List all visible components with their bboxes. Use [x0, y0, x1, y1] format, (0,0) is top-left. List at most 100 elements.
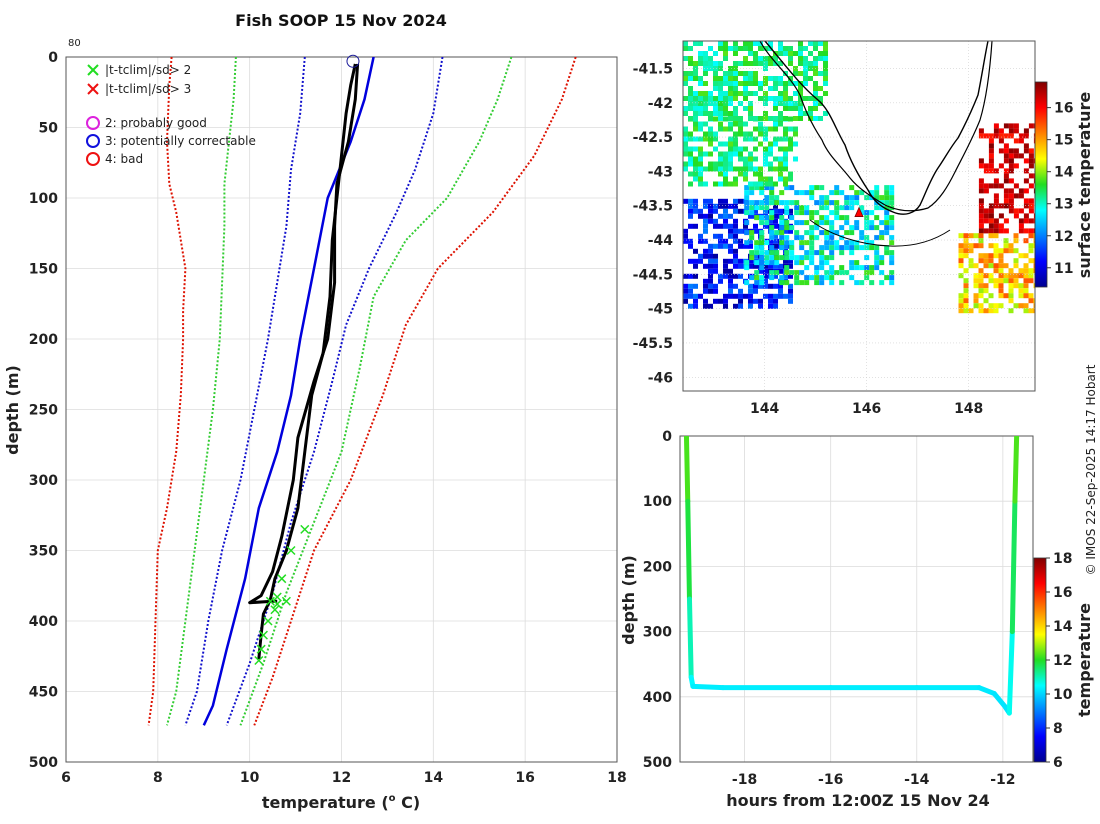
map-sst-cell: [1023, 213, 1029, 219]
map-sst-cell: [738, 293, 743, 299]
map-sst-cell: [844, 205, 850, 211]
map-sst-cell: [844, 200, 850, 206]
map-sst-cell: [769, 225, 775, 231]
map-sst-cell: [1013, 263, 1019, 269]
legend-label: 4: bad: [105, 152, 143, 166]
legend-label: |t-tclim|/sd> 2: [105, 63, 191, 77]
map-sst-cell: [738, 238, 743, 244]
profile-flag-x-marker: [258, 630, 268, 640]
map-sst-cell: [723, 303, 728, 309]
map-sst-cell: [703, 61, 708, 66]
map-sst-cell: [768, 141, 773, 147]
map-sst-cell: [748, 258, 753, 264]
map-sst-cell: [748, 181, 753, 187]
map-sst-cell: [1028, 268, 1034, 274]
map-sst-cell: [808, 111, 813, 116]
map-sst-cell: [713, 51, 718, 56]
map-sst-cell: [708, 46, 713, 51]
map-sst-cell: [723, 223, 728, 229]
map-sst-cell: [973, 298, 979, 304]
map-sst-cell: [738, 303, 743, 309]
map-sst-cell: [744, 195, 750, 201]
map-sst-cell: [703, 278, 708, 284]
map-sst-cell: [698, 41, 703, 46]
map-sst-cell: [688, 146, 693, 152]
map-sst-cell: [683, 228, 688, 234]
map-sst-cell: [773, 293, 778, 299]
map-sst-cell: [849, 240, 855, 246]
map-sst-cell: [743, 121, 748, 127]
map-sst-cell: [743, 223, 748, 229]
map-sst-cell: [988, 153, 994, 159]
map-sst-cell: [688, 293, 693, 299]
map-sst-cell: [1003, 263, 1009, 269]
map-sst-cell: [779, 190, 785, 196]
map-sst-cell: [978, 288, 984, 294]
map-sst-cell: [869, 225, 875, 231]
map-sst-cell: [683, 141, 688, 147]
map-sst-cell: [733, 176, 738, 182]
map-sst-cell: [1033, 123, 1035, 129]
map-sst-cell: [788, 136, 793, 142]
map-sst-cell: [774, 200, 780, 206]
map-sst-cell: [733, 233, 738, 239]
map-sst-cell: [698, 253, 703, 259]
map-sst-cell: [789, 255, 795, 261]
map-sst-cell: [1018, 218, 1024, 224]
map-sst-cell: [813, 81, 818, 86]
map-sst-cell: [773, 303, 778, 309]
map-sst-cell: [983, 298, 989, 304]
map-sst-cell: [819, 250, 825, 256]
map-sst-cell: [824, 255, 830, 261]
map-sst-cell: [773, 273, 778, 279]
map-sst-cell: [754, 240, 760, 246]
map-sst-cell: [778, 136, 783, 142]
map-sst-cell: [688, 283, 693, 289]
map-sst-cell: [698, 238, 703, 244]
map-sst-cell: [844, 240, 850, 246]
map-sst-cell: [743, 81, 748, 86]
map-sst-cell: [708, 111, 713, 116]
map-sst-cell: [748, 293, 753, 299]
map-sst-cell: [824, 195, 830, 201]
map-sst-cell: [798, 71, 803, 76]
map-sst-cell: [988, 233, 994, 239]
map-sst-cell: [778, 76, 783, 81]
map-sst-cell: [798, 101, 803, 106]
map-sst-cell: [834, 205, 840, 211]
map-sst-cell: [983, 133, 989, 139]
map-sst-cell: [793, 116, 798, 121]
map-sst-cell: [1023, 288, 1029, 294]
map-sst-cell: [784, 205, 790, 211]
map-sst-cell: [768, 303, 773, 309]
map-sst-cell: [779, 230, 785, 236]
map-sst-cell: [998, 278, 1004, 284]
map-sst-cell: [743, 86, 748, 91]
map-sst-cell: [703, 198, 708, 204]
map-sst-cell: [808, 61, 813, 66]
map-sst-cell: [804, 255, 810, 261]
map-sst-cell: [723, 96, 728, 101]
map-sst-cell: [813, 86, 818, 91]
map-sst-cell: [824, 235, 830, 241]
map-sst-cell: [738, 198, 743, 204]
legend-circle-marker: [86, 134, 100, 148]
map-sst-cell: [733, 151, 738, 157]
map-sst-cell: [793, 66, 798, 71]
map-sst-cell: [978, 213, 984, 219]
map-sst-cell: [818, 51, 823, 56]
map-sst-cell: [758, 268, 763, 274]
map-sst-cell: [1008, 308, 1014, 314]
map-sst-cell: [823, 51, 828, 56]
map-sst-cell: [1013, 238, 1019, 244]
map-sst-cell: [958, 243, 964, 249]
map-sst-cell: [1023, 158, 1029, 164]
map-sst-cell: [733, 198, 738, 204]
map-sst-cell: [693, 208, 698, 214]
map-sst-cell: [784, 220, 790, 226]
map-sst-cell: [1023, 188, 1029, 194]
map-sst-cell: [1008, 153, 1014, 159]
map-sst-cell: [978, 278, 984, 284]
map-sst-cell: [688, 198, 693, 204]
map-sst-cell: [738, 146, 743, 152]
